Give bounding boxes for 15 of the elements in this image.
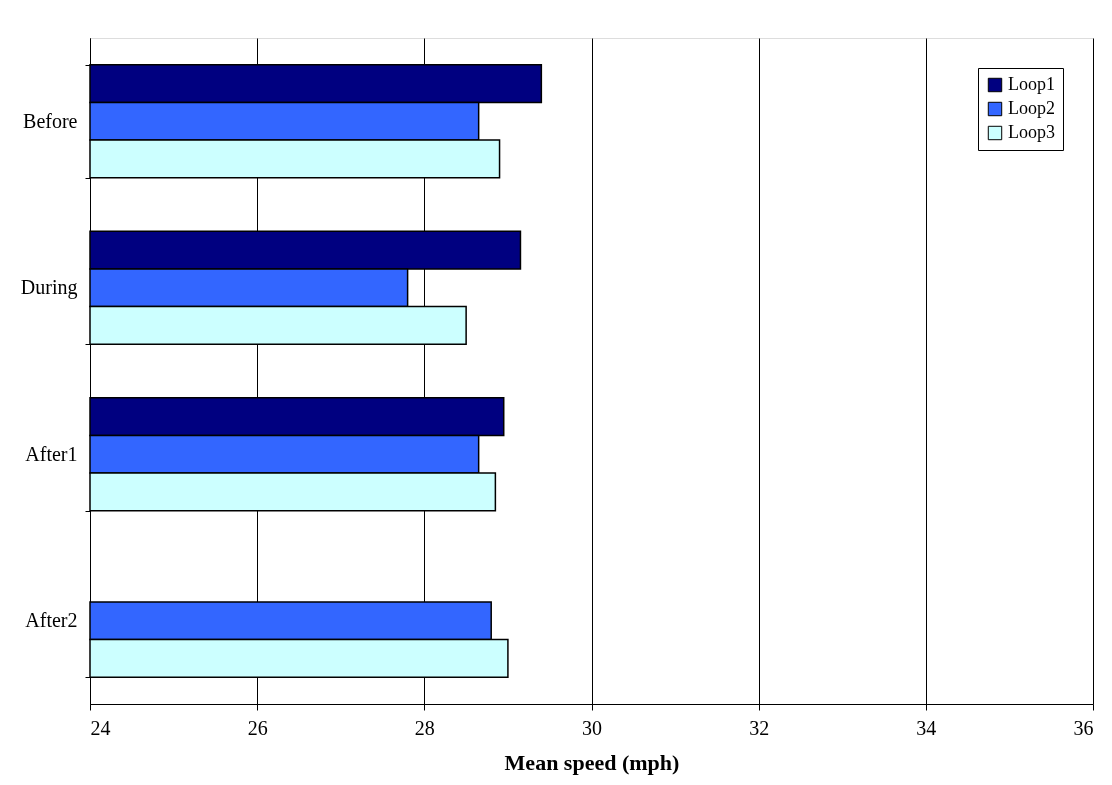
- y-tick-label: Before: [23, 109, 78, 132]
- x-tick-label: 26: [247, 716, 268, 739]
- legend-label: Loop1: [1008, 74, 1055, 94]
- x-tick-label: 36: [1073, 716, 1094, 739]
- x-tick-label: 28: [414, 716, 435, 739]
- x-tick-label: 30: [582, 716, 602, 739]
- y-tick-label: After2: [25, 609, 78, 632]
- x-axis-title: Mean speed (mph): [504, 749, 680, 775]
- x-tick-label: 24: [90, 716, 111, 739]
- y-tick-label: After1: [25, 442, 78, 465]
- x-tick-label: 32: [749, 716, 770, 739]
- legend-label: Loop2: [1008, 98, 1055, 118]
- y-tick-label: During: [20, 276, 78, 300]
- legend-label: Loop3: [1008, 122, 1055, 142]
- x-tick-label: 34: [916, 716, 937, 739]
